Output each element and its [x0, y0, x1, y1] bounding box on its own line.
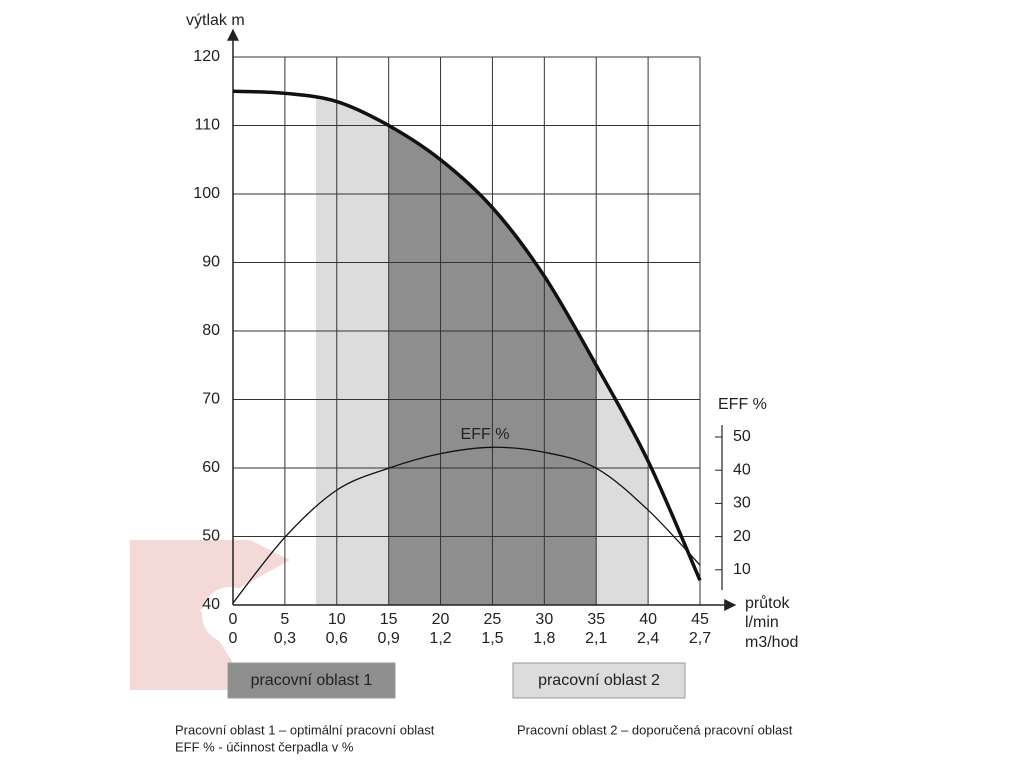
- x-tick-label: 10: [328, 611, 346, 628]
- x-unit: l/min: [745, 614, 779, 631]
- y-tick-label: 110: [194, 117, 220, 134]
- logo-watermark: [130, 540, 290, 690]
- note: Pracovní oblast 1 – optimální pracovní o…: [175, 722, 435, 737]
- x-tick-label: 40: [639, 611, 657, 628]
- legend-label: pracovní oblast 2: [538, 672, 660, 689]
- series-label: EFF %: [461, 426, 510, 443]
- x-tick-label: 20: [432, 611, 450, 628]
- x2-tick-label: 0,3: [274, 630, 296, 647]
- y-tick-label: 80: [202, 322, 220, 339]
- y2-tick-label: 50: [733, 428, 751, 445]
- y2-axis-label: EFF %: [718, 396, 767, 413]
- y-tick-label: 90: [202, 254, 220, 271]
- y-tick-label: 120: [193, 48, 220, 65]
- y-tick-label: 40: [202, 596, 220, 613]
- x2-tick-label: 0,9: [378, 630, 400, 647]
- x-tick-label: 5: [280, 611, 289, 628]
- y2-tick-label: 10: [733, 561, 751, 578]
- x2-tick-label: 0,6: [326, 630, 348, 647]
- x-axis-label: průtok: [745, 594, 790, 612]
- x2-tick-label: 1,8: [533, 630, 555, 647]
- y-tick-label: 70: [202, 391, 220, 408]
- note: Pracovní oblast 2 – doporučená pracovní …: [517, 722, 793, 737]
- y2-tick-label: 40: [733, 461, 751, 478]
- x2-unit: m3/hod: [745, 634, 798, 651]
- eff-line: [232, 446, 701, 604]
- legend-box: [227, 662, 396, 699]
- x-tick-label: 25: [484, 611, 502, 628]
- x-tick-label: 30: [535, 611, 553, 628]
- x2-tick-label: 2,7: [689, 630, 711, 647]
- x-tick-label: 15: [380, 611, 398, 628]
- x2-tick-label: 1,2: [429, 630, 451, 647]
- y-tick-label: 100: [193, 185, 220, 202]
- x2-tick-label: 1,5: [481, 630, 503, 647]
- y-axis-label: výtlak m: [186, 12, 245, 29]
- x2-tick-label: 2,4: [637, 630, 659, 647]
- y-tick-label: 60: [202, 459, 220, 476]
- legend-box: [512, 662, 686, 699]
- note: EFF % - účinnost čerpadla v %: [175, 739, 354, 754]
- y-tick-label: 50: [202, 528, 220, 545]
- x-tick-label: 0: [229, 611, 238, 628]
- x2-tick-label: 2,1: [585, 630, 607, 647]
- y2-tick-label: 20: [733, 528, 751, 545]
- y2-tick-label: 30: [733, 495, 751, 512]
- head-line: [232, 89, 702, 582]
- x-tick-label: 45: [691, 611, 709, 628]
- legend-label: pracovní oblast 1: [251, 672, 373, 689]
- x2-tick-label: 0: [229, 630, 238, 647]
- x-tick-label: 35: [587, 611, 605, 628]
